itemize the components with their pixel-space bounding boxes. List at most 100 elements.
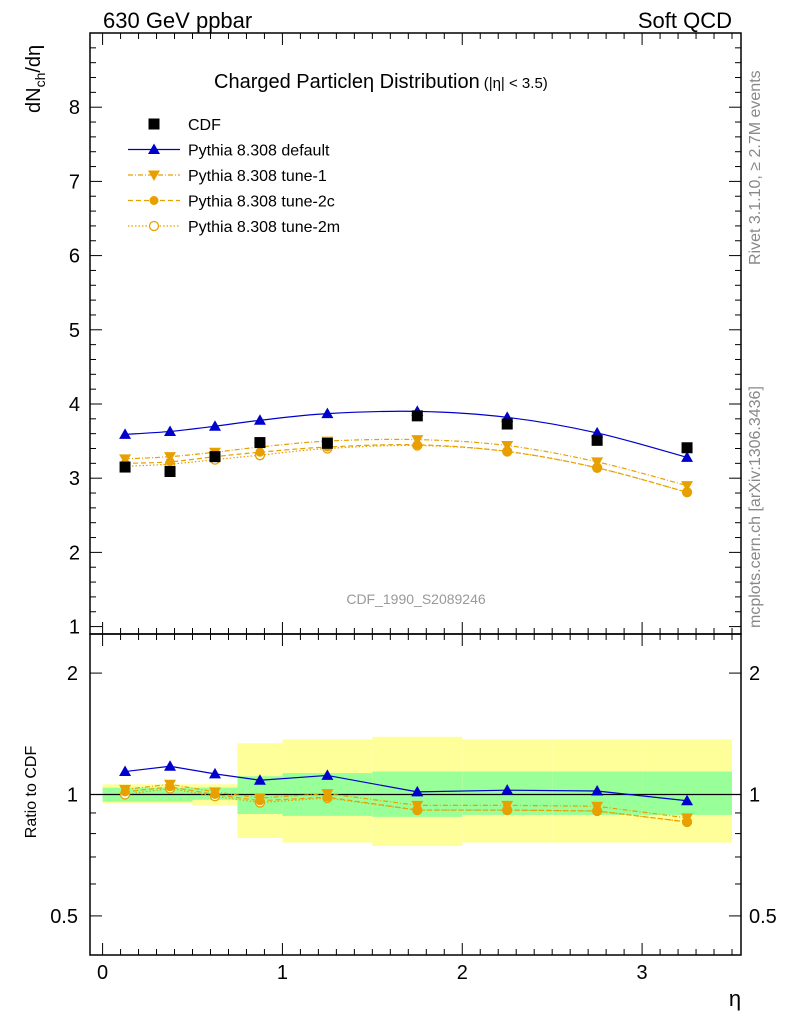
point-default	[591, 426, 604, 438]
ratio-point-default	[164, 760, 177, 771]
ratio-point-tune1	[253, 793, 266, 805]
ratio-point-tune1	[164, 779, 177, 791]
ratio-point-default	[681, 794, 694, 806]
analysis-watermark: CDF_1990_S2089246	[346, 591, 486, 607]
main-plot-area	[119, 405, 694, 498]
point-default	[164, 425, 177, 436]
point-data	[321, 437, 333, 449]
point-data	[254, 437, 266, 449]
legend-entry-default: Pythia 8.308 default	[128, 143, 330, 160]
main-axes: 1 2 3 4 5 6 7 8	[69, 32, 742, 639]
ratio-axes: 0.5 0.5 1 1 2 2 0 1 2 3	[50, 633, 777, 984]
point-data	[209, 451, 221, 463]
ratio-y-tick-label-right: 2	[749, 663, 760, 685]
legend-label-default: Pythia 8.308 default	[188, 143, 330, 160]
legend: CDF Pythia 8.308 default Pythia 8.308 tune…	[128, 117, 340, 236]
ratio-y-tick-label-left: 2	[67, 663, 78, 685]
legend-marker-tune2c	[149, 196, 159, 205]
ratio-ylabel: Ratio to CDF	[23, 746, 40, 839]
point-tune1	[681, 481, 694, 492]
ratio-y-tick-label-left: 0.5	[50, 906, 78, 928]
main-title-text: Charged Particle	[214, 71, 363, 93]
header-left: 630 GeV ppbar	[103, 8, 252, 33]
ratio-point-default	[501, 784, 514, 795]
ratio-point-default	[411, 785, 424, 797]
main-ylabel: dNch/dη	[23, 45, 48, 113]
ratio-point-default	[253, 774, 266, 785]
series-line-tune2m	[125, 444, 688, 493]
ratio-plot-area	[90, 760, 741, 828]
main-title: Charged Particleη Distribution (|η| < 3.5…	[214, 71, 548, 93]
x-tick-label: 0	[97, 962, 108, 984]
point-tune1	[591, 457, 604, 468]
ratio-point-tune1	[501, 800, 514, 812]
legend-label-tune2m: Pythia 8.308 tune-2m	[188, 219, 340, 236]
point-data	[411, 410, 423, 422]
ratio-point-tune1	[321, 789, 334, 800]
series-data	[119, 410, 693, 478]
legend-label-data: CDF	[188, 117, 221, 134]
x-axis-label: η	[729, 986, 741, 1011]
y-tick-label: 2	[69, 542, 80, 564]
y-tick-label: 7	[69, 171, 80, 193]
ratio-y-tick-label-right: 0.5	[749, 906, 777, 928]
series-line-default	[125, 410, 688, 458]
point-tune1	[164, 452, 177, 463]
main-title-rest: Distribution	[374, 71, 480, 93]
series-tune1	[119, 435, 694, 492]
y-tick-label: 5	[69, 320, 80, 342]
ratio-point-default	[208, 767, 221, 779]
main-ylabel-sub: ch	[32, 73, 48, 88]
y-tick-label: 8	[69, 97, 80, 119]
y-tick-label: 4	[69, 394, 80, 416]
legend-marker-default	[148, 143, 160, 154]
point-data	[119, 461, 131, 473]
ratio-series-tune1	[119, 779, 694, 824]
point-tune1	[501, 441, 514, 452]
ratio-series-default	[119, 760, 694, 806]
ratio-point-tune1	[208, 787, 221, 798]
y-tick-label: 1	[69, 617, 80, 639]
main-ylabel-tail: /dη	[23, 45, 45, 73]
legend-label-tune1: Pythia 8.308 tune-1	[188, 168, 327, 185]
legend-marker-tune2m	[148, 220, 160, 232]
series-line-tune2c	[125, 444, 688, 493]
legend-entry-data: CDF	[148, 117, 221, 134]
series-tune2m	[119, 440, 693, 498]
legend-entry-tune1: Pythia 8.308 tune-1	[128, 168, 327, 185]
legend-marker-tune1	[148, 170, 160, 181]
ratio-point-default	[591, 785, 604, 796]
point-tune1	[119, 454, 132, 465]
series-tune2c	[120, 440, 692, 497]
legend-entry-tune2m: Pythia 8.308 tune-2m	[128, 219, 340, 236]
y-tick-label: 6	[69, 246, 80, 268]
point-data	[501, 418, 513, 430]
ratio-point-default	[119, 765, 132, 777]
ratio-point-tune1	[119, 784, 132, 796]
point-default	[253, 414, 266, 425]
x-tick-label: 2	[457, 962, 468, 984]
point-default	[681, 451, 694, 462]
point-data	[591, 434, 603, 446]
point-data	[164, 466, 176, 478]
legend-entry-tune2c: Pythia 8.308 tune-2c	[128, 194, 335, 211]
ratio-point-tune1	[411, 800, 424, 812]
main-ylabel-base: dN	[23, 87, 45, 113]
legend-marker-data	[148, 118, 160, 130]
ratio-point-default	[321, 769, 334, 780]
ratio-point-tune1	[681, 813, 694, 824]
point-default	[321, 407, 334, 419]
point-tune1	[411, 435, 424, 446]
x-tick-label: 3	[637, 962, 648, 984]
ratio-y-tick-label-right: 1	[749, 785, 760, 807]
x-tick-label: 1	[277, 962, 288, 984]
ratio-point-tune1	[591, 801, 604, 813]
point-tune2c	[682, 487, 692, 497]
point-default	[119, 428, 132, 439]
ratio-y-tick-label-left: 1	[67, 785, 78, 807]
main-title-cut: (|η| < 3.5)	[484, 75, 548, 92]
point-data	[681, 442, 693, 454]
header-right: Soft QCD	[638, 8, 732, 33]
main-title-eta: η	[363, 71, 374, 93]
